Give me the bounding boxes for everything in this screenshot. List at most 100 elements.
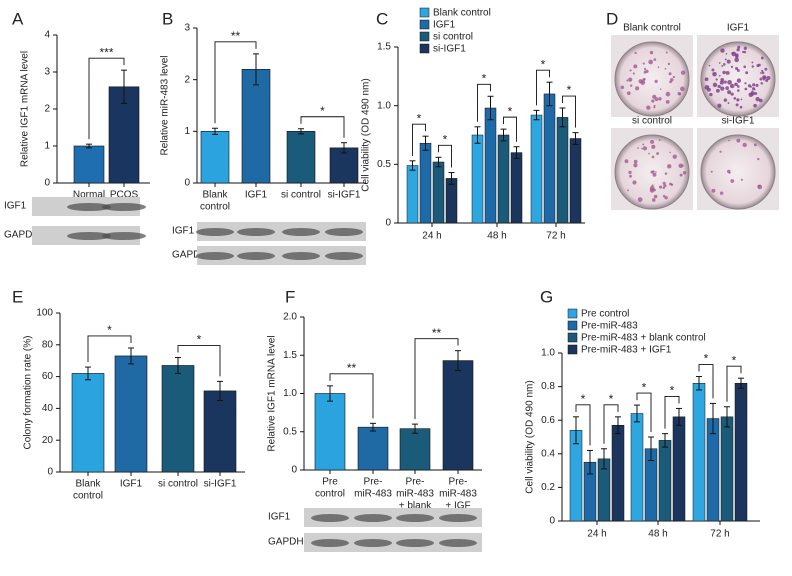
colony	[629, 84, 633, 87]
significance-bracket	[177, 345, 221, 377]
colony	[753, 103, 757, 108]
bar	[720, 416, 734, 522]
x-tick-label: miR-483	[439, 489, 477, 500]
colony	[742, 142, 747, 148]
bar	[71, 373, 105, 473]
error-bar	[327, 385, 333, 402]
y-tick-label: 1	[184, 126, 190, 137]
colony	[678, 93, 682, 96]
x-tick-label: Pre-	[449, 477, 468, 488]
colony	[668, 72, 672, 76]
bar	[203, 390, 237, 473]
significance-bracket	[664, 395, 680, 429]
colony	[758, 98, 763, 103]
colony	[680, 86, 685, 92]
bar	[658, 440, 672, 522]
culture-dish	[700, 134, 776, 210]
colony	[629, 69, 632, 72]
y-tick-label: 60	[42, 371, 54, 382]
blot-band	[311, 514, 349, 522]
colony	[730, 92, 734, 96]
bar	[432, 161, 445, 224]
colony	[638, 79, 643, 84]
colony	[659, 185, 663, 189]
colony	[624, 159, 629, 164]
bar	[241, 69, 271, 184]
bar	[161, 365, 195, 473]
colony	[653, 106, 656, 109]
colony	[633, 163, 638, 168]
legend-swatch	[567, 320, 578, 331]
image-label: IGF1	[727, 23, 750, 34]
colony	[765, 78, 769, 83]
error-bar	[341, 142, 347, 154]
colony	[642, 143, 645, 146]
colony	[680, 70, 686, 75]
x-tick-label: + blank	[399, 501, 433, 512]
error-bar	[533, 109, 540, 121]
significance-label: *	[642, 380, 647, 394]
colony	[753, 143, 757, 147]
y-tick-label: 3	[184, 23, 190, 34]
colony	[649, 188, 655, 193]
colony	[672, 154, 677, 159]
y-tick-label: 3	[44, 67, 50, 78]
error-bar	[601, 448, 607, 470]
y-tick-label: 1.0	[377, 100, 391, 111]
blot-band	[439, 514, 477, 522]
colony	[635, 86, 640, 91]
x-tick-label: Blank	[202, 190, 228, 201]
y-axis-label: Relative miR-483 level	[160, 55, 171, 155]
blot-band	[354, 514, 392, 522]
colony	[653, 58, 657, 61]
colony	[663, 184, 667, 188]
colony	[742, 50, 745, 54]
y-tick-label: 0.4	[541, 448, 555, 459]
legend-label: IGF1	[433, 20, 456, 31]
error-bar	[85, 366, 91, 381]
significance-label: *	[417, 111, 422, 125]
significance-label: *	[670, 384, 675, 398]
colony	[678, 163, 684, 169]
colony	[642, 62, 645, 65]
blot-band	[102, 232, 146, 240]
x-tick-label: Normal	[73, 190, 105, 201]
legend-swatch	[419, 43, 430, 54]
y-tick-label: 0	[184, 178, 190, 189]
colony	[757, 184, 763, 190]
significance-bracket	[698, 364, 714, 399]
blot-background	[197, 222, 366, 241]
colony	[628, 170, 632, 175]
y-tick-label: 0.5	[377, 159, 391, 170]
colony	[654, 79, 658, 84]
x-tick-label: Pre	[322, 477, 338, 488]
panel-letter: D	[606, 9, 618, 28]
blot-background	[197, 246, 366, 265]
legend-swatch	[567, 332, 578, 343]
colony	[725, 52, 728, 55]
colony	[754, 91, 758, 95]
blot-background	[304, 508, 482, 527]
y-tick-label: 80	[42, 339, 54, 350]
significance-label: *	[482, 71, 487, 85]
significance-bracket	[562, 95, 576, 128]
y-tick-label: 0	[385, 218, 391, 229]
bar	[406, 165, 419, 224]
x-tick-label: miR-483	[396, 489, 434, 500]
blot-band	[325, 228, 363, 236]
colony	[634, 51, 637, 55]
significance-bracket	[414, 338, 459, 420]
blot-band	[354, 539, 392, 547]
y-axis-label: Relative IGF1 mRNA level	[267, 335, 278, 451]
colony	[642, 78, 646, 81]
y-tick-label: 1	[44, 141, 50, 152]
significance-label: *	[732, 353, 737, 367]
significance-bracket	[300, 116, 345, 138]
culture-dish	[614, 41, 690, 117]
colony	[643, 70, 647, 74]
y-tick-label: 1.0	[283, 388, 297, 399]
blot-band	[237, 228, 275, 236]
colony	[736, 69, 740, 72]
colony	[679, 173, 683, 177]
colony	[715, 78, 718, 81]
